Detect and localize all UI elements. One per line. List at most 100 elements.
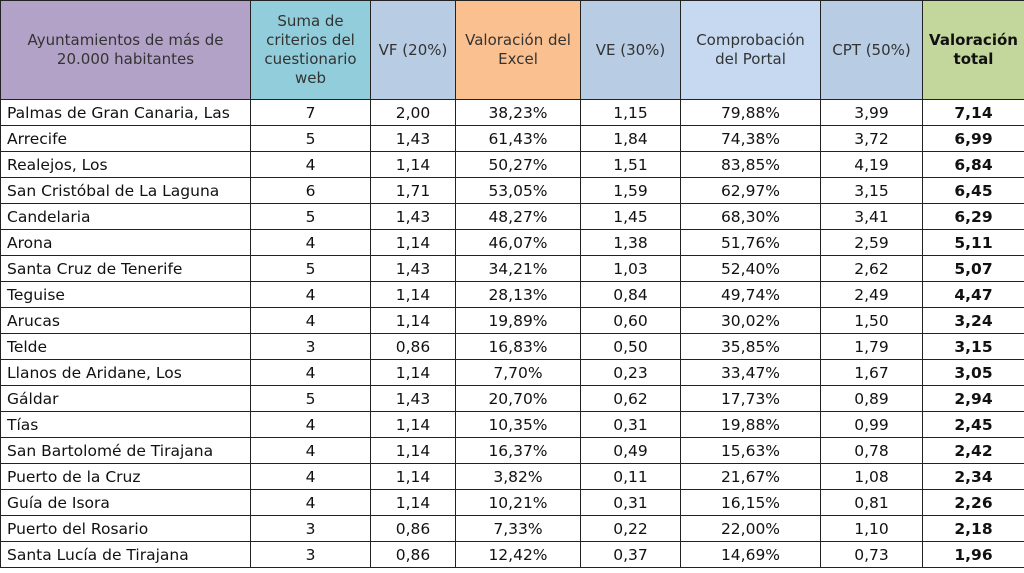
value-cell: 17,73%: [680, 385, 821, 412]
value-cell: 1,03: [580, 255, 681, 282]
value-cell: 74,38%: [680, 125, 821, 152]
value-cell: 5,11: [922, 229, 1024, 256]
value-cell: 49,74%: [680, 281, 821, 308]
value-cell: 0,86: [370, 333, 456, 360]
value-cell: 0,73: [820, 541, 923, 568]
value-cell: 22,00%: [680, 515, 821, 542]
value-cell: 48,27%: [455, 203, 581, 230]
value-cell: 4: [250, 229, 371, 256]
value-cell: 3,99: [820, 99, 923, 126]
value-cell: 3,82%: [455, 463, 581, 490]
value-cell: 2,94: [922, 385, 1024, 412]
column-header: Valoración total: [922, 0, 1024, 100]
value-cell: 51,76%: [680, 229, 821, 256]
value-cell: 3: [250, 515, 371, 542]
municipality-cell: San Bartolomé de Tirajana: [0, 437, 251, 464]
value-cell: 1,96: [922, 541, 1024, 568]
table-row: Arrecife 5 1,43 61,43% 1,84 74,38% 3,72 6,99: [0, 125, 1024, 152]
value-cell: 3: [250, 333, 371, 360]
value-cell: 61,43%: [455, 125, 581, 152]
value-cell: 6,29: [922, 203, 1024, 230]
table-body: Palmas de Gran Canaria, Las 7 2,00 38,23% 1,…: [0, 99, 1024, 568]
value-cell: 1,50: [820, 307, 923, 334]
value-cell: 28,13%: [455, 281, 581, 308]
value-cell: 1,43: [370, 125, 456, 152]
value-cell: 0,37: [580, 541, 681, 568]
column-header: Ayuntamientos de más de 20.000 habitante…: [0, 0, 251, 100]
value-cell: 1,14: [370, 151, 456, 178]
value-cell: 2,00: [370, 99, 456, 126]
value-cell: 4: [250, 281, 371, 308]
value-cell: 0,49: [580, 437, 681, 464]
table-row: Gáldar 5 1,43 20,70% 0,62 17,73% 0,89 2,94: [0, 385, 1024, 412]
value-cell: 6,84: [922, 151, 1024, 178]
value-cell: 0,31: [580, 489, 681, 516]
value-cell: 3,15: [922, 333, 1024, 360]
table-row: Telde 3 0,86 16,83% 0,50 35,85% 1,79 3,15: [0, 333, 1024, 360]
value-cell: 5: [250, 385, 371, 412]
value-cell: 5: [250, 255, 371, 282]
value-cell: 79,88%: [680, 99, 821, 126]
value-cell: 10,35%: [455, 411, 581, 438]
value-cell: 1,79: [820, 333, 923, 360]
municipality-cell: Teguise: [0, 281, 251, 308]
column-header: CPT (50%): [820, 0, 923, 100]
value-cell: 3,05: [922, 359, 1024, 386]
value-cell: 1,14: [370, 229, 456, 256]
table-row: Candelaria 5 1,43 48,27% 1,45 68,30% 3,41 6,29: [0, 203, 1024, 230]
value-cell: 7,33%: [455, 515, 581, 542]
column-header: Comprobación del Portal: [680, 0, 821, 100]
municipality-cell: Santa Lucía de Tirajana: [0, 541, 251, 568]
value-cell: 0,31: [580, 411, 681, 438]
value-cell: 1,84: [580, 125, 681, 152]
value-cell: 20,70%: [455, 385, 581, 412]
value-cell: 1,45: [580, 203, 681, 230]
value-cell: 68,30%: [680, 203, 821, 230]
value-cell: 0,84: [580, 281, 681, 308]
value-cell: 5: [250, 125, 371, 152]
value-cell: 1,14: [370, 411, 456, 438]
value-cell: 21,67%: [680, 463, 821, 490]
value-cell: 4: [250, 489, 371, 516]
value-cell: 3: [250, 541, 371, 568]
value-cell: 38,23%: [455, 99, 581, 126]
value-cell: 10,21%: [455, 489, 581, 516]
value-cell: 7,70%: [455, 359, 581, 386]
value-cell: 4: [250, 437, 371, 464]
value-cell: 0,23: [580, 359, 681, 386]
value-cell: 46,07%: [455, 229, 581, 256]
value-cell: 1,15: [580, 99, 681, 126]
value-cell: 2,18: [922, 515, 1024, 542]
value-cell: 6: [250, 177, 371, 204]
value-cell: 2,49: [820, 281, 923, 308]
municipality-cell: Arrecife: [0, 125, 251, 152]
table-row: San Bartolomé de Tirajana 4 1,14 16,37% 0,49…: [0, 437, 1024, 464]
table-row: San Cristóbal de La Laguna 6 1,71 53,05% 1,5…: [0, 177, 1024, 204]
value-cell: 0,11: [580, 463, 681, 490]
table-row: Tías 4 1,14 10,35% 0,31 19,88% 0,99 2,45: [0, 411, 1024, 438]
value-cell: 1,67: [820, 359, 923, 386]
table-row: Santa Lucía de Tirajana 3 0,86 12,42% 0,37 14…: [0, 541, 1024, 568]
value-cell: 5,07: [922, 255, 1024, 282]
value-cell: 4: [250, 463, 371, 490]
municipality-cell: Santa Cruz de Tenerife: [0, 255, 251, 282]
value-cell: 3,24: [922, 307, 1024, 334]
value-cell: 1,14: [370, 489, 456, 516]
value-cell: 1,43: [370, 385, 456, 412]
value-cell: 16,15%: [680, 489, 821, 516]
column-header: VF (20%): [370, 0, 456, 100]
value-cell: 19,89%: [455, 307, 581, 334]
value-cell: 1,14: [370, 307, 456, 334]
value-cell: 4,47: [922, 281, 1024, 308]
value-cell: 1,51: [580, 151, 681, 178]
municipality-cell: Llanos de Aridane, Los: [0, 359, 251, 386]
value-cell: 16,83%: [455, 333, 581, 360]
value-cell: 62,97%: [680, 177, 821, 204]
value-cell: 1,14: [370, 463, 456, 490]
value-cell: 0,62: [580, 385, 681, 412]
value-cell: 16,37%: [455, 437, 581, 464]
table-row: Llanos de Aridane, Los 4 1,14 7,70% 0,23 33,4…: [0, 359, 1024, 386]
value-cell: 4: [250, 411, 371, 438]
value-cell: 1,38: [580, 229, 681, 256]
